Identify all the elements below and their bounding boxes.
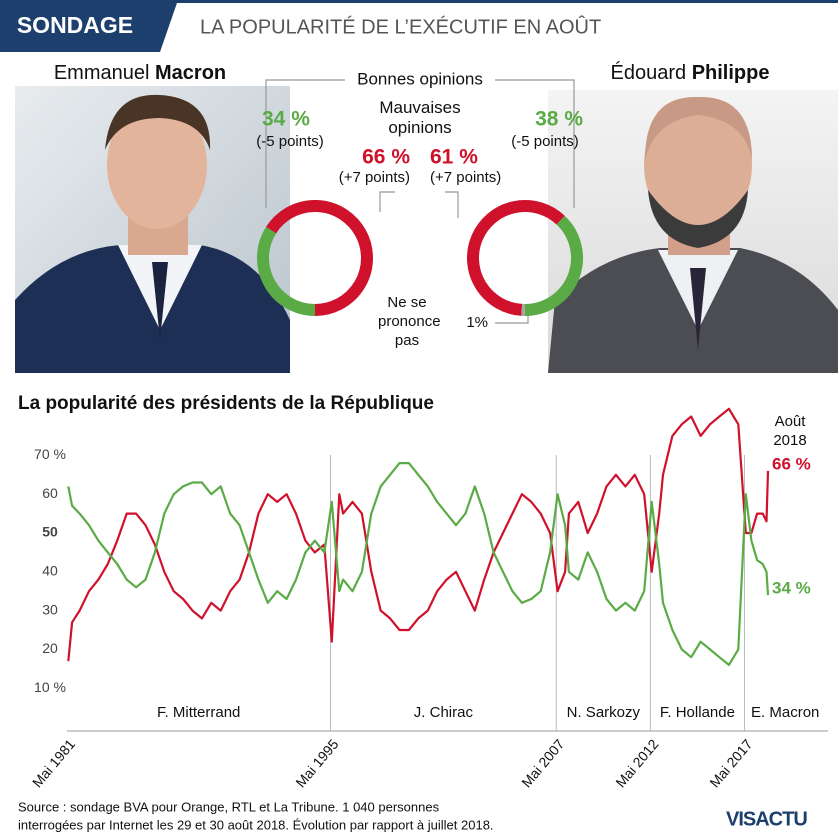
portrait-macron xyxy=(15,86,290,373)
header-tag: SONDAGE xyxy=(17,12,133,38)
donut-label: 34 % xyxy=(262,108,310,131)
donut-change: (-5 points) xyxy=(256,133,324,150)
donut-change: (-5 points) xyxy=(511,133,579,150)
donut-label: 61 % xyxy=(430,146,478,169)
leader-lines xyxy=(265,79,575,324)
x-tick-label: Mai 2007 xyxy=(518,736,567,791)
source-line: interrogées par Internet les 29 et 30 ao… xyxy=(18,817,494,832)
donut-label: 1% xyxy=(466,314,488,331)
y-tick-label: 70 % xyxy=(34,446,66,462)
top-rule xyxy=(0,0,838,3)
end-label: 66 % xyxy=(772,454,811,473)
first-name: Emmanuel xyxy=(54,62,150,84)
donut-label: 38 % xyxy=(535,108,583,131)
donut-segment xyxy=(524,215,583,316)
portrait-philippe xyxy=(548,90,838,373)
header-title: LA POPULARITÉ DE L’EXÉCUTIF EN AOÛT xyxy=(200,15,601,38)
period-label: J. Chirac xyxy=(414,704,474,721)
y-tick-label: 10 % xyxy=(34,679,66,695)
x-tick-label: Mai 2012 xyxy=(612,736,661,791)
period-label: F. Hollande xyxy=(660,704,735,721)
y-tick-label: 60 xyxy=(42,485,58,501)
x-tick-label: Mai 1981 xyxy=(29,736,78,791)
period-label: N. Sarkozy xyxy=(567,704,641,721)
logo: VISACTU xyxy=(726,808,807,830)
legend-none: Ne se prononce pas xyxy=(378,294,441,349)
donut-change: (+7 points) xyxy=(339,169,410,186)
donut-segment xyxy=(266,200,373,316)
last-name: Macron xyxy=(155,62,226,84)
annotation: Août 2018 xyxy=(773,413,807,449)
x-tick-label: Mai 2017 xyxy=(706,736,755,791)
period-label: E. Macron xyxy=(751,704,819,721)
last-name: Philippe xyxy=(692,62,770,84)
y-tick-label: 50 xyxy=(42,524,58,540)
x-tick-label: Mai 1995 xyxy=(292,736,341,791)
series-line xyxy=(67,462,770,666)
legend-bad: Mauvaises opinions xyxy=(379,98,461,137)
donut-segment xyxy=(467,200,565,316)
first-name: Édouard xyxy=(611,61,687,84)
legend-good: Bonnes opinions xyxy=(357,69,483,88)
header-tag-box xyxy=(0,0,178,52)
source-line: Source : sondage BVA pour Orange, RTL et… xyxy=(18,799,440,814)
donut-change: (+7 points) xyxy=(430,169,501,186)
end-label: 34 % xyxy=(772,579,811,598)
line-chart-title: La popularité des présidents de la Répub… xyxy=(18,393,434,414)
person-name: Emmanuel Macron xyxy=(54,62,226,84)
person-name: Édouard Philippe xyxy=(611,61,770,84)
donut-label: 66 % xyxy=(362,146,410,169)
series-line xyxy=(67,407,770,662)
donut-segment xyxy=(257,226,316,316)
y-tick-label: 30 xyxy=(42,601,58,617)
y-tick-label: 40 xyxy=(42,562,58,578)
period-label: F. Mitterrand xyxy=(157,704,240,721)
y-tick-label: 20 xyxy=(42,640,58,656)
